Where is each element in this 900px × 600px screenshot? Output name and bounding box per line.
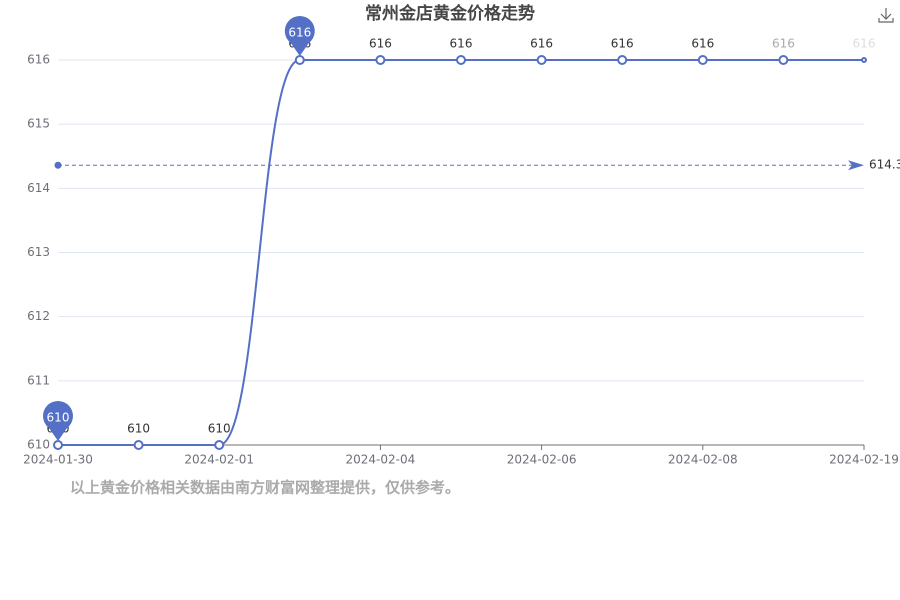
y-tick-label: 613 [27,245,50,259]
data-label: 616 [853,37,876,51]
download-button[interactable] [878,8,894,23]
data-label: 616 [530,37,553,51]
footnote: 以上黄金价格相关数据由南方财富网整理提供，仅供参考。 [70,479,460,497]
x-tick-label: 2024-02-01 [184,453,254,467]
y-tick-label: 612 [27,309,50,323]
data-label: 616 [772,37,795,51]
average-arrow [848,160,864,171]
point [375,55,386,65]
y-tick-label: 610 [27,438,50,452]
max-pin [284,15,315,57]
average-start [54,161,62,169]
data-label: 616 [369,37,392,51]
x-tick-label: 2024-01-30 [23,453,93,467]
y-tick-label: 615 [27,117,50,131]
data-label: 610 [127,422,150,436]
point [778,55,789,65]
point [294,55,305,65]
point [133,440,144,450]
y-tick-label: 616 [27,53,50,67]
min-pin [43,401,74,441]
chart-title: 常州金店黄金价格走势 [365,3,535,24]
data-label: 616 [611,37,634,51]
point [861,57,867,63]
x-tick-label: 2024-02-04 [346,453,416,467]
max-pin-label: 616 [288,26,311,40]
point [53,440,63,450]
y-tick-label: 614 [27,181,50,195]
x-tick-label: 2024-02-08 [668,453,738,467]
min-pin-label: 610 [47,411,70,425]
data-label: 610 [208,422,231,436]
x-tick-label: 2024-02-19 [829,453,899,467]
point [456,55,466,65]
data-label: 616 [450,37,473,51]
point [617,55,628,65]
point [536,55,547,65]
average-label: 614.36 [869,158,900,172]
line [58,58,864,447]
data-label: 616 [691,37,714,51]
y-tick-label: 611 [27,373,50,387]
point [697,55,708,65]
point [214,440,225,450]
x-tick-label: 2024-02-06 [507,453,577,467]
